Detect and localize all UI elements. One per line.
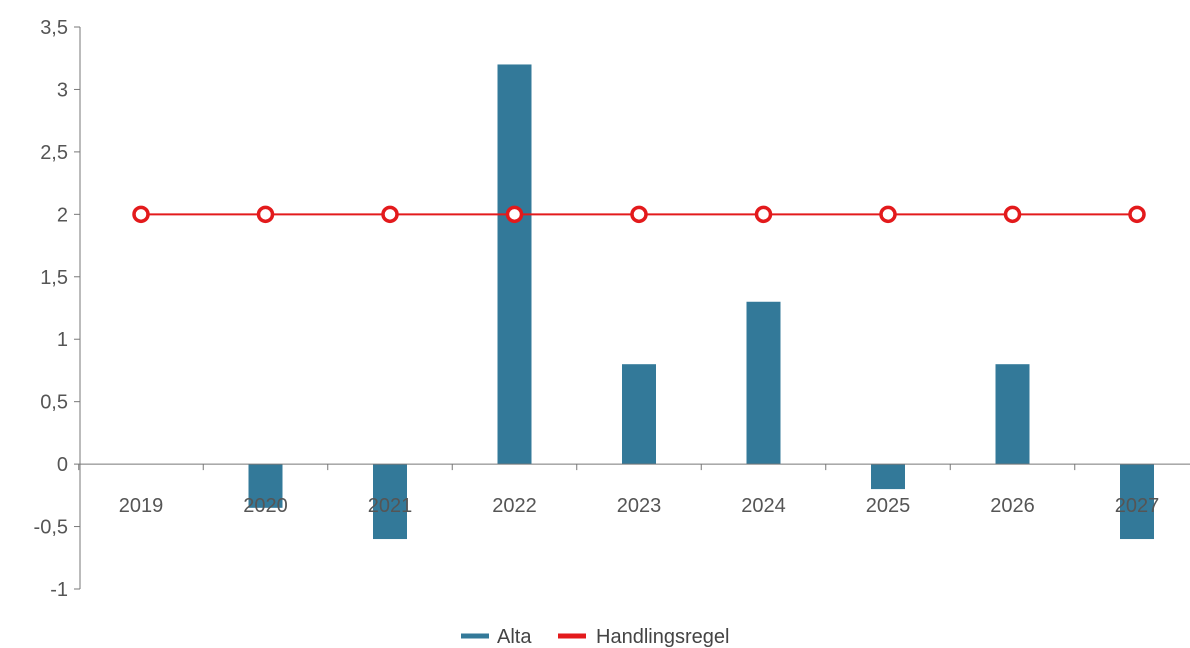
x-tick-label: 2026 xyxy=(990,495,1035,517)
point-handlingsregel-2021 xyxy=(381,205,399,224)
bar-alta-2021 xyxy=(373,464,407,540)
y-axis: -1 -0,5 0 0,5 1 1,5 2 2,5 3 3,5 xyxy=(34,17,81,601)
point-handlingsregel-2019 xyxy=(132,205,150,224)
point-handlingsregel-2020 xyxy=(256,205,275,224)
line-handlingsregel xyxy=(132,205,1146,224)
point-handlingsregel-2022 xyxy=(505,205,524,224)
bar-alta-2025 xyxy=(871,464,905,490)
y-tick-label: -0,5 xyxy=(34,517,68,539)
bars-alta xyxy=(248,64,1154,540)
x-tick-label: 2019 xyxy=(119,495,164,517)
bar-alta-2022 xyxy=(497,64,532,465)
point-handlingsregel-2023 xyxy=(630,205,648,224)
x-tick-label: 2021 xyxy=(368,495,413,517)
bar-alta-2020 xyxy=(248,464,283,508)
y-tick-label: 3 xyxy=(57,79,68,101)
y-tick-label: 1 xyxy=(57,329,68,351)
legend-label-alta: Alta xyxy=(497,626,532,648)
bar-alta-2027 xyxy=(1120,464,1154,540)
point-handlingsregel-2027 xyxy=(1128,205,1146,224)
x-tick-label: 2025 xyxy=(866,495,911,517)
point-handlingsregel-2025 xyxy=(879,205,897,224)
bar-alta-2026 xyxy=(995,364,1030,465)
x-axis: 2019 2020 2021 2022 2023 2024 2025 2026 2027 xyxy=(78,463,1190,517)
y-tick-label: -1 xyxy=(50,579,68,601)
x-tick-label: 2023 xyxy=(617,495,662,517)
legend: Alta Handlingsregel xyxy=(461,626,729,648)
x-tick-label: 2027 xyxy=(1115,495,1160,517)
bar-alta-2024 xyxy=(746,301,781,465)
x-tick-label: 2022 xyxy=(492,495,537,517)
y-tick-label: 2 xyxy=(57,204,68,226)
y-tick-label: 0,5 xyxy=(40,392,68,414)
x-tick-label: 2024 xyxy=(741,495,786,517)
point-handlingsregel-2024 xyxy=(754,205,773,224)
bar-alta-2023 xyxy=(622,364,656,465)
y-tick-label: 2,5 xyxy=(40,142,68,164)
point-handlingsregel-2026 xyxy=(1003,205,1022,224)
y-tick-label: 0 xyxy=(57,454,68,476)
x-tick-label: 2020 xyxy=(243,495,288,517)
legend-label-handlingsregel: Handlingsregel xyxy=(596,626,729,648)
y-tick-label: 1,5 xyxy=(40,267,68,289)
y-tick-label: 3,5 xyxy=(40,17,68,39)
